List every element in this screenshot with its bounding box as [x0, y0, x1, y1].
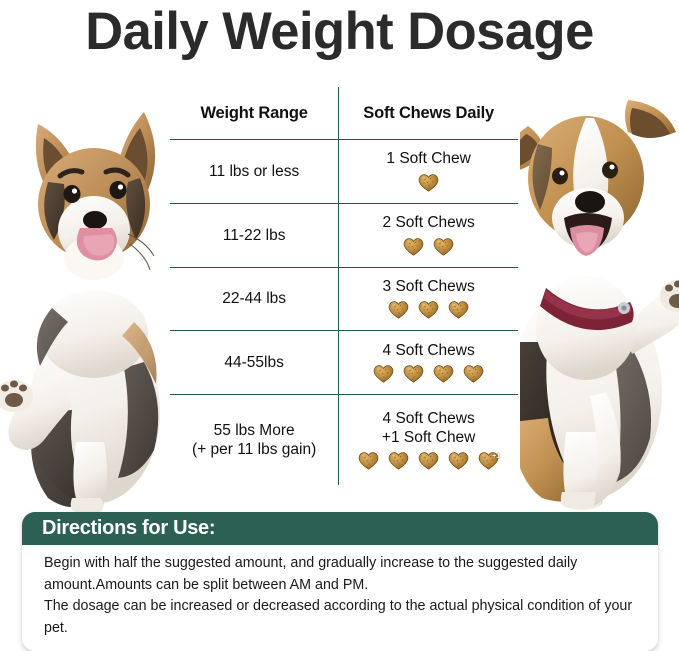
header-weight-range: Weight Range [170, 87, 340, 140]
plus-one-badge: +1 [492, 453, 501, 461]
chew-cell-inner: 1 Soft Chew [339, 149, 518, 193]
cell-weight-range: 11 lbs or less [170, 139, 340, 204]
dosage-table: Weight Range Soft Chews Daily 11 lbs or … [168, 85, 520, 487]
table-row: 22-44 lbs 3 Soft Chews [170, 266, 518, 332]
table-body: 11 lbs or less 1 Soft Chew 11-22 lbs 2 Soft… [170, 139, 518, 485]
dog-left-image [0, 112, 180, 514]
soft-chew-icon [388, 451, 409, 470]
soft-chew-icon [418, 300, 439, 320]
chew-amount-line: 1 Soft Chew [386, 150, 471, 168]
dog-right-image [502, 92, 679, 512]
weight-range-text: 44-55lbs [224, 354, 284, 372]
directions-body: Begin with half the suggested amount, an… [22, 545, 658, 651]
cell-weight-range: 22-44 lbs [170, 266, 340, 332]
weight-range-text: 55 lbs More [213, 422, 295, 440]
chew-icon-row [418, 171, 439, 193]
soft-chew-icon [433, 237, 454, 256]
cell-weight-range: 55 lbs More (+ per 11 lbs gain) [170, 394, 340, 485]
soft-chew-icon [373, 364, 394, 383]
chew-amount-line: 2 Soft Chews [382, 214, 475, 232]
dosage-table-container: Weight Range Soft Chews Daily 11 lbs or … [168, 85, 520, 487]
chew-icon-row: +1 [358, 450, 501, 472]
soft-chew-icon: +1 [478, 451, 501, 470]
table-row: 11 lbs or less 1 Soft Chew [170, 139, 518, 204]
cell-soft-chews: 3 Soft Chews [338, 266, 518, 332]
soft-chew-icon [448, 451, 469, 470]
chew-icon-row [373, 363, 484, 385]
table-row: 55 lbs More (+ per 11 lbs gain) 4 Soft Che… [170, 394, 518, 485]
chew-amount-line: 3 Soft Chews [382, 277, 475, 295]
directions-paragraph-1: Begin with half the suggested amount, an… [44, 555, 578, 593]
chew-cell-inner: 3 Soft Chews [339, 277, 518, 321]
soft-chew-icon [418, 451, 439, 470]
soft-chew-icon [418, 173, 439, 192]
chew-cell-inner: 2 Soft Chews [339, 213, 518, 257]
weight-range-text: 11-22 lbs [222, 226, 286, 244]
table-header-row: Weight Range Soft Chews Daily [170, 87, 518, 140]
chew-amount-text: 4 Soft Chews +1 Soft Chew [382, 409, 475, 447]
chew-amount-line: 4 Soft Chews [382, 341, 475, 359]
header-soft-chews-daily: Soft Chews Daily [338, 87, 518, 140]
directions-paragraph-2: The dosage can be increased or decreased… [44, 598, 633, 636]
chew-amount-text: 2 Soft Chews [383, 213, 475, 232]
chew-cell-inner: 4 Soft Chews [339, 341, 518, 385]
cell-soft-chews: 2 Soft Chews [338, 202, 518, 268]
soft-chew-icon [433, 364, 454, 383]
cell-soft-chews: 4 Soft Chews +1 Soft Chew +1 [338, 394, 518, 485]
page-title: Daily Weight Dosage [85, 2, 594, 61]
cell-weight-range: 11-22 lbs [170, 202, 340, 268]
cell-soft-chews: 1 Soft Chew [338, 139, 518, 204]
chew-icon-row [403, 235, 454, 257]
soft-chew-icon [388, 300, 409, 320]
cell-soft-chews: 4 Soft Chews [338, 330, 518, 396]
soft-chew-icon [403, 237, 424, 256]
weight-range-text: (+ per 11 lbs gain) [192, 441, 317, 459]
soft-chew-icon [358, 451, 379, 470]
soft-chew-icon [403, 364, 424, 383]
directions-for-use-box: Directions for Use: Begin with half the … [22, 512, 658, 651]
soft-chew-icon [463, 364, 484, 383]
chew-cell-inner: 4 Soft Chews +1 Soft Chew +1 [339, 409, 518, 472]
chew-icon-row [388, 299, 469, 321]
weight-range-text: 11 lbs or less [209, 162, 300, 180]
chew-amount-text: 4 Soft Chews [383, 341, 475, 360]
soft-chew-icon [448, 300, 469, 320]
table-row: 11-22 lbs 2 Soft Chews [170, 202, 518, 268]
chew-amount-line: 4 Soft Chews [382, 409, 475, 427]
table-row: 44-55lbs 4 Soft Chews [170, 330, 518, 396]
directions-heading: Directions for Use: [22, 512, 658, 545]
cell-weight-range: 44-55lbs [170, 330, 340, 396]
chew-amount-line: +1 Soft Chew [381, 428, 476, 446]
weight-range-text: 22-44 lbs [222, 290, 287, 308]
chew-amount-text: 1 Soft Chew [386, 149, 470, 168]
chew-amount-text: 3 Soft Chews [383, 277, 475, 296]
